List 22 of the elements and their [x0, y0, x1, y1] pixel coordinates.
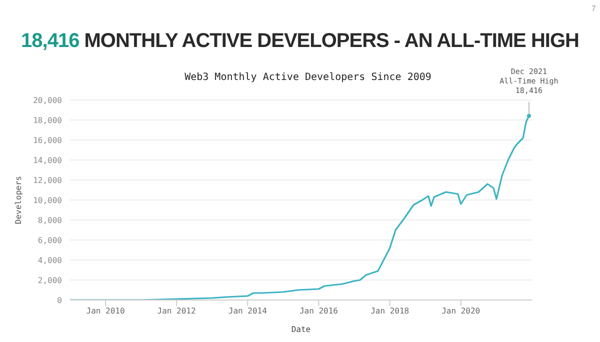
- text: 7: [592, 4, 596, 13]
- y-tick-label: 8,000: [38, 216, 62, 225]
- y-tick-label: 20,000: [33, 96, 62, 105]
- x-tick-label: Jan 2014: [228, 306, 268, 316]
- chart-title: 18,416 MONTHLY ACTIVE DEVELOPERS - AN ALL-TIME HIGH: [20, 30, 580, 53]
- y-tick-label: 12,000: [33, 176, 62, 185]
- x-tick-label: Jan 2018: [370, 306, 410, 316]
- x-tick-label: Jan 2020: [442, 306, 480, 316]
- y-tick-label: 2,000: [38, 276, 62, 285]
- y-tick-label: 0: [57, 296, 62, 305]
- x-tick-label: Jan 2012: [157, 306, 196, 316]
- x-axis-title: Date: [291, 325, 311, 334]
- y-tick-label: 18,000: [33, 116, 62, 125]
- x-tick-label: Jan 2010: [86, 306, 125, 316]
- y-axis-title: Developers: [14, 176, 23, 224]
- y-tick-label: 16,000: [33, 136, 62, 145]
- chart-subtitle: Web3 Monthly Active Developers Since 2009: [184, 72, 432, 83]
- y-tick-label: 10,000: [33, 196, 62, 205]
- y-tick-label: 6,000: [38, 236, 62, 245]
- y-tick-label: 14,000: [33, 156, 62, 165]
- y-tick-label: 4,000: [38, 256, 62, 265]
- x-tick-label: Jan 2016: [299, 306, 338, 316]
